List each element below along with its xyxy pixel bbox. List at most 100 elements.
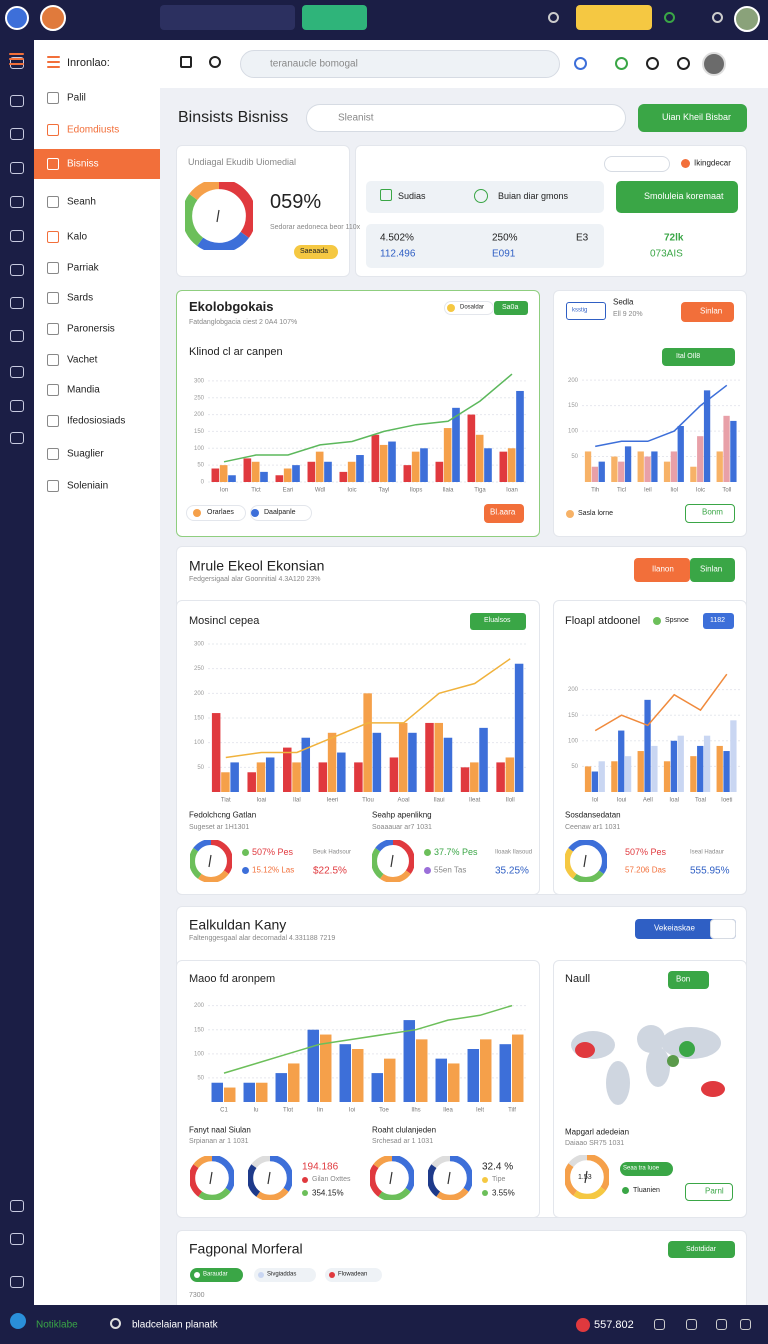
sidebar-items[interactable]: Mandia (67, 384, 100, 396)
panel1-button[interactable]: Bl.aara (490, 507, 516, 517)
section3-value: 1.53 (578, 1174, 592, 1182)
top-badge[interactable] (576, 5, 652, 30)
header-avatar[interactable] (702, 52, 726, 76)
sidebar-items[interactable]: Edomdiusts (67, 124, 120, 136)
sidebar-items[interactable]: Suaglier (67, 448, 104, 460)
home-icon[interactable] (180, 56, 192, 68)
summary-button[interactable] (616, 181, 738, 213)
header-icon[interactable] (646, 57, 659, 70)
footer-icon[interactable] (686, 1319, 697, 1330)
panel1-dropdown[interactable]: Klinod cl ar canpen (189, 345, 283, 358)
rail-icon[interactable] (10, 297, 24, 309)
header-icon[interactable] (615, 57, 628, 70)
sidebar-items[interactable]: Parriak (67, 262, 99, 274)
page-search[interactable]: Sleanist (338, 112, 374, 124)
bar (356, 455, 364, 482)
header-icon[interactable] (574, 57, 587, 70)
rail-icon[interactable] (10, 264, 24, 276)
filter-chip[interactable] (254, 1268, 316, 1282)
section4-button[interactable] (668, 1241, 735, 1258)
section2-heading: Fedolchcng Gatlan (189, 810, 257, 820)
section2-buttons[interactable]: Sinlan (700, 564, 723, 574)
sidebar-items[interactable]: Palil (67, 92, 86, 104)
panel1-button[interactable] (484, 504, 524, 523)
section4-filters[interactable]: Flowadean (338, 1271, 368, 1278)
rail-icon[interactable] (10, 1200, 24, 1212)
section3-dropdown[interactable]: Maoo fd aronpem (189, 972, 276, 985)
section2-button[interactable] (634, 558, 690, 582)
rail-icon[interactable] (10, 95, 24, 107)
footer-icon[interactable] (716, 1319, 727, 1330)
panel2-legend-button[interactable] (685, 504, 735, 523)
rail-icon[interactable] (10, 1233, 24, 1245)
bar (247, 772, 256, 792)
page-button[interactable]: Uian Kheil Bisbar (662, 112, 732, 123)
summary-button[interactable]: Smoluleia koremaat (644, 191, 724, 202)
panel2-card (553, 290, 747, 537)
top-icon[interactable] (664, 12, 675, 23)
rail-icon[interactable] (10, 162, 24, 174)
header-search[interactable]: teranaucle bomogal (270, 58, 358, 70)
footer-icon[interactable] (654, 1319, 665, 1330)
section3-title: Naull (565, 972, 591, 985)
section4-filters[interactable]: Sivgiaddas (267, 1271, 297, 1278)
section3-button[interactable]: Vekeiaskae (654, 923, 695, 933)
top-button[interactable] (302, 5, 367, 30)
top-icon[interactable] (548, 12, 559, 23)
map-button[interactable] (685, 1183, 733, 1201)
section4-filters[interactable]: Baraudar (203, 1271, 228, 1278)
y-tick-label: 200 (194, 691, 205, 697)
sidebar-items[interactable]: Bisniss (67, 158, 99, 170)
summary-value: 059% (270, 191, 322, 213)
bell-icon[interactable] (209, 56, 221, 68)
sidebar-items[interactable]: Soleniain (67, 480, 109, 492)
rail-icon[interactable] (10, 1276, 24, 1288)
rail-icon[interactable] (10, 400, 24, 412)
footer-search-icon[interactable] (110, 1318, 121, 1329)
rail-icon[interactable] (10, 196, 24, 208)
header-icon[interactable] (677, 57, 690, 70)
sidebar-items[interactable]: Vachet (67, 354, 98, 366)
section2-buttons[interactable]: Ilanon (652, 564, 674, 574)
badge-dot (447, 304, 455, 312)
bar (470, 762, 479, 792)
top-icon[interactable] (712, 12, 723, 23)
section2-button[interactable] (690, 558, 735, 582)
footer-icon[interactable] (740, 1319, 751, 1330)
x-tick-label: Tict (251, 488, 261, 494)
y-tick-label: 150 (194, 429, 205, 435)
sidebar-active[interactable] (34, 149, 160, 179)
sidebar-items[interactable]: Paronersis (67, 323, 115, 335)
panel2-legend-button[interactable]: Bonm (702, 507, 723, 517)
section2-dropdown[interactable]: Mosincl cepea (189, 614, 260, 627)
page-button[interactable] (638, 104, 747, 132)
rail-icon[interactable] (10, 330, 24, 342)
header-search[interactable] (240, 50, 560, 78)
tab[interactable] (160, 5, 295, 30)
sidebar-items[interactable]: Sards (67, 292, 94, 304)
section3-button[interactable]: Parnl (705, 1186, 724, 1196)
rail-icon[interactable] (10, 366, 24, 378)
rail-icon[interactable] (10, 432, 24, 444)
section4-title: Fagponal Morferal (189, 1240, 303, 1257)
bar (347, 461, 356, 482)
rail-icon[interactable] (10, 230, 24, 242)
summary-value: 4.502% (380, 232, 414, 244)
rail-icon[interactable] (10, 128, 24, 140)
page-search[interactable] (306, 104, 626, 132)
section4-button[interactable]: Sdotdidar (686, 1246, 716, 1254)
sidebar-items[interactable]: Seanh (67, 196, 96, 208)
section2-sub: Soaaauar ar7 1031 (372, 824, 432, 832)
summary-toggle[interactable] (604, 156, 670, 172)
sidebar-items[interactable]: Ifedosiosiads (67, 415, 126, 427)
footer-search[interactable]: bladcelaian planatk (132, 1319, 218, 1331)
filter-chip[interactable] (190, 1268, 243, 1282)
panel2-button[interactable]: Sinlan (700, 306, 723, 316)
filter-chip[interactable] (325, 1268, 382, 1282)
sidebar-items[interactable]: Kalo (67, 231, 88, 243)
panel2-button[interactable] (681, 302, 734, 322)
profile-avatar[interactable] (734, 6, 760, 32)
bar (211, 1082, 224, 1102)
section3-chevron[interactable] (710, 919, 736, 939)
donut-segment (370, 1156, 414, 1200)
